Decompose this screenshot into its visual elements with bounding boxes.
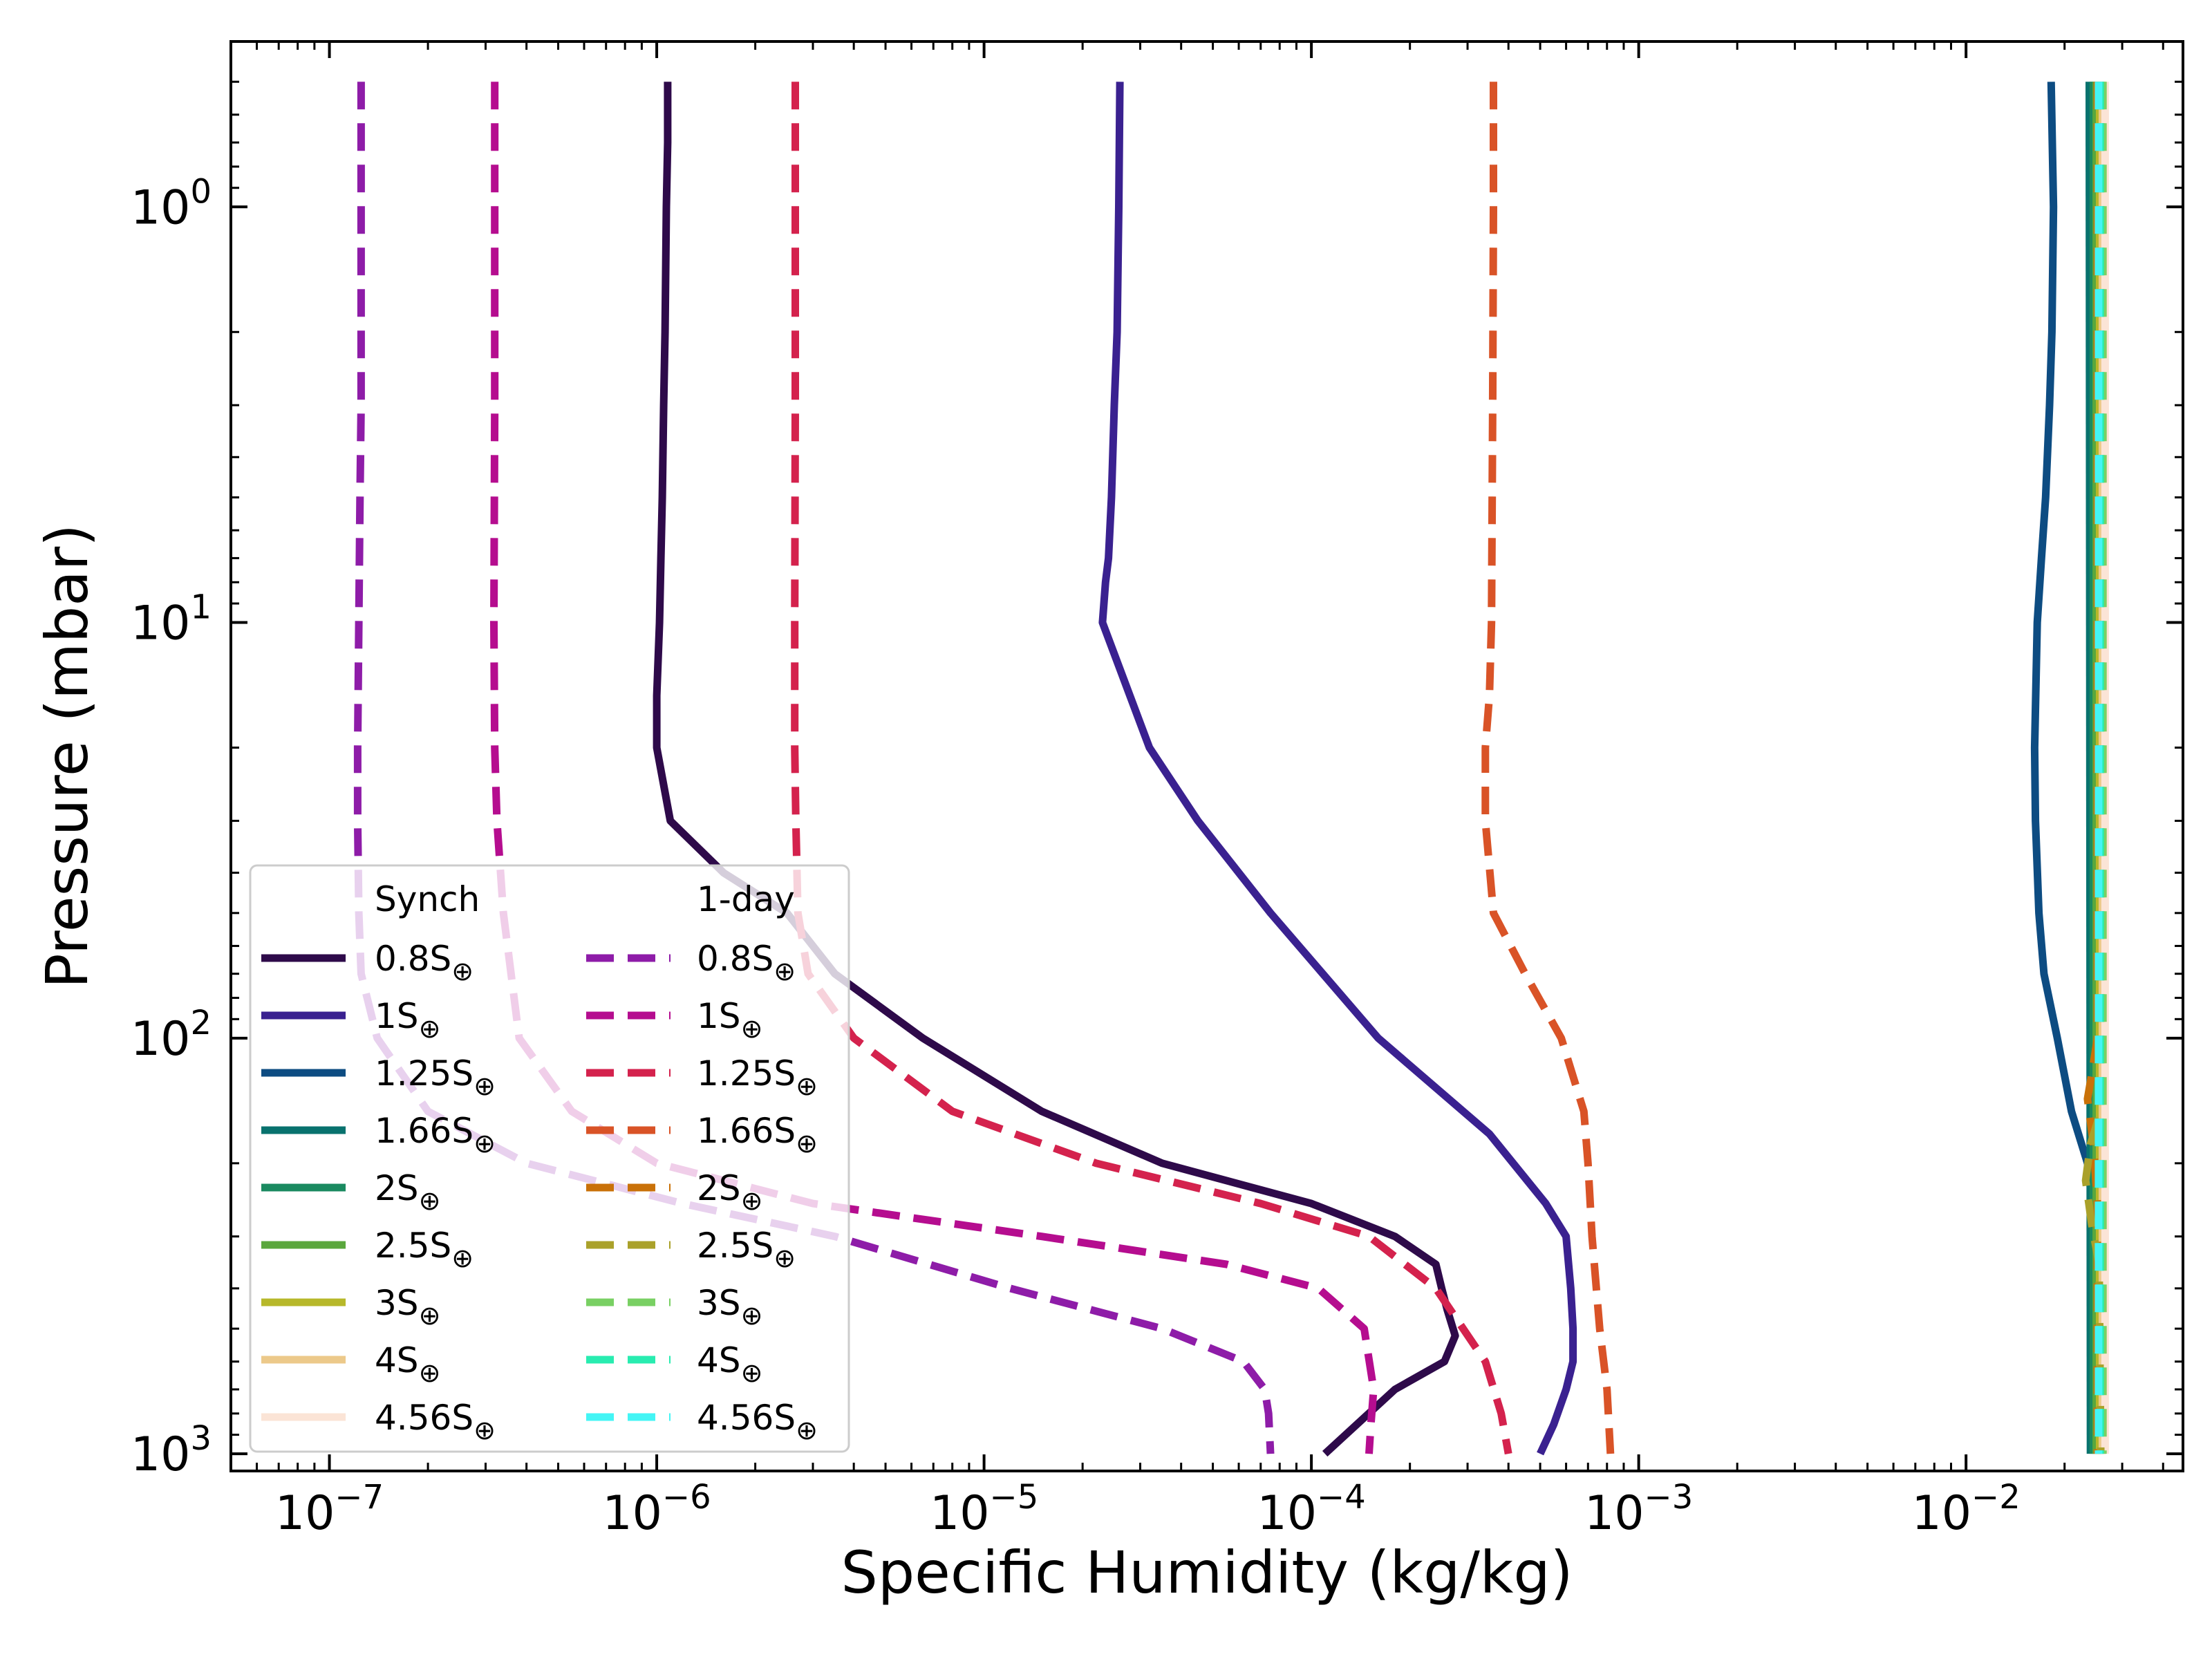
series-line-synch-1s	[1098, 82, 1577, 1456]
legend-box	[249, 864, 850, 1453]
legend-group-title: Synch	[375, 879, 480, 919]
y-tick-label: 101	[131, 588, 212, 651]
legend-entry-label: 4S⊕	[375, 1340, 440, 1388]
y-axis-label: Pressure (mbar)	[33, 524, 101, 988]
x-tick-label: 10−5	[930, 1478, 1038, 1541]
y-tick-label: 100	[131, 172, 212, 235]
x-tick-label: 10−2	[1912, 1478, 2021, 1541]
y-tick-label: 103	[131, 1419, 212, 1482]
x-tick-label: 10−7	[275, 1478, 384, 1541]
x-tick-label: 10−3	[1584, 1478, 1693, 1541]
legend-entry-label: 3S⊕	[375, 1283, 440, 1331]
plot-frame	[229, 40, 2184, 1472]
legend-group-title: 1-day	[697, 879, 795, 919]
y-tick-label: 102	[131, 1004, 212, 1067]
x-tick-label: 10−4	[1257, 1478, 1365, 1541]
series-line-1-day-1p25s	[791, 82, 1512, 1455]
axis-ticks: 10−7 10−6 10−5 10−4 10−3 10−2 100 101 102 103	[131, 41, 2183, 1541]
legend-entry-label: 2.5S⊕	[375, 1226, 474, 1273]
x-axis-label: Specific Humidity (kg/kg)	[841, 1539, 1573, 1606]
series-line-1-day-1p66s	[1481, 82, 1615, 1454]
x-tick-label: 10−6	[602, 1478, 711, 1541]
legend: Synch0.8S⊕1S⊕1.25S⊕1.66S⊕2S⊕2.5S⊕3S⊕4S⊕4…	[249, 864, 850, 1453]
series-layer	[353, 82, 2109, 1457]
